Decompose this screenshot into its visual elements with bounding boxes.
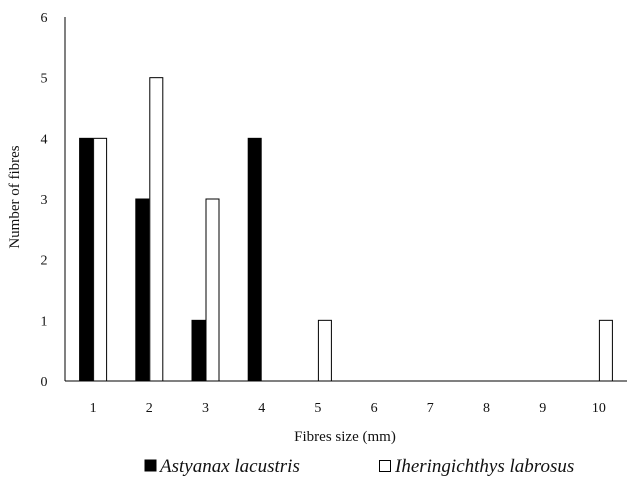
x-tick-label: 9: [539, 401, 546, 416]
y-tick-label: 6: [41, 11, 48, 26]
x-tick-label: 8: [483, 401, 490, 416]
x-tick-label: 4: [258, 401, 265, 416]
y-tick-label: 1: [41, 314, 48, 329]
bar-iheringichthys-labrosus-3: [205, 198, 220, 382]
legend-label-iheringichthys-labrosus: Iheringichthys labrosus: [394, 456, 574, 477]
bar-astyanax-lacustris-2: [135, 198, 150, 382]
legend-swatch-iheringichthys-labrosus: [379, 460, 391, 472]
bar-astyanax-lacustris-3: [191, 319, 206, 382]
x-tick-label: 2: [146, 401, 153, 416]
x-tick-label: 6: [371, 401, 378, 416]
y-tick-label: 5: [41, 72, 48, 87]
x-tick-label: 3: [202, 401, 209, 416]
y-tick-label: 4: [41, 132, 48, 147]
bar-astyanax-lacustris-1: [79, 137, 94, 382]
legend-label-astyanax-lacustris: Astyanax lacustris: [158, 456, 300, 477]
bar-iheringichthys-labrosus-5: [317, 319, 332, 382]
bar-iheringichthys-labrosus-1: [93, 137, 108, 382]
axes-group: [64, 17, 627, 382]
x-tick-label: 5: [314, 401, 321, 416]
x-tick-label: 7: [427, 401, 434, 416]
y-tick-label: 3: [41, 193, 48, 208]
y-tick-label: 2: [41, 254, 48, 269]
bar-astyanax-lacustris-4: [247, 137, 262, 382]
tick-labels-group: 0 1 2 3 4 5 6 1 2 3 4 5 6 7 8 9 10: [41, 11, 606, 416]
bars-group: [79, 77, 613, 382]
y-tick-label: 0: [41, 375, 48, 390]
y-axis-title: Number of fibres: [7, 145, 23, 248]
x-axis-title: Fibres size (mm): [294, 429, 396, 445]
bar-iheringichthys-labrosus-2: [149, 77, 164, 382]
bar-iheringichthys-labrosus-10: [598, 319, 613, 382]
x-tick-label: 1: [90, 401, 97, 416]
legend-swatch-astyanax-lacustris: [144, 459, 157, 472]
legend: Astyanax lacustris Iheringichthys labros…: [144, 456, 574, 477]
x-tick-label: 10: [592, 401, 606, 416]
